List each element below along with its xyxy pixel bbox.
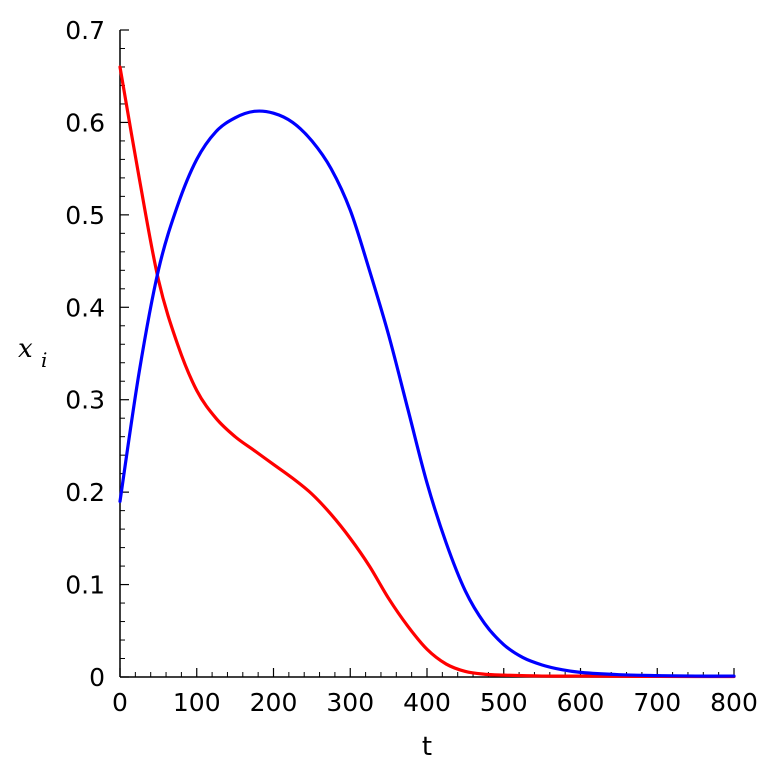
labels-layer: t x i 0 100 200 300 400 500 600 700 800 0 0.1 0.2 0.… [18,16,758,762]
y-tick-label: 0 [89,663,105,692]
x-tick-label: 400 [403,688,451,717]
x-tick-label: 200 [250,688,298,717]
y-tick-label: 0.6 [65,108,105,137]
x-tick-label: 0 [112,688,128,717]
x-tick-label: 500 [480,688,528,717]
axes-layer [119,29,735,678]
x-tick-label: 800 [710,688,758,717]
x-tick-label: 300 [326,688,374,717]
x-tick-label: 700 [633,688,681,717]
y-tick-label: 0.5 [65,201,105,230]
x-tick-label: 100 [173,688,221,717]
series-line-1 [118,65,736,679]
y-tick-label: 0.1 [65,571,105,600]
y-tick-label: 0.7 [65,16,105,45]
series-line-2 [118,109,736,678]
y-tick-label: 0.2 [65,478,105,507]
x-axis-title: t [422,732,432,762]
y-axis-title-base: x [18,334,33,364]
y-tick-label: 0.3 [65,386,105,415]
x-tick-label: 600 [557,688,605,717]
y-axis-title-subscript: i [41,348,47,372]
series-layer [118,65,736,679]
y-axis-title: x i [18,334,47,372]
y-tick-label: 0.4 [65,293,105,322]
